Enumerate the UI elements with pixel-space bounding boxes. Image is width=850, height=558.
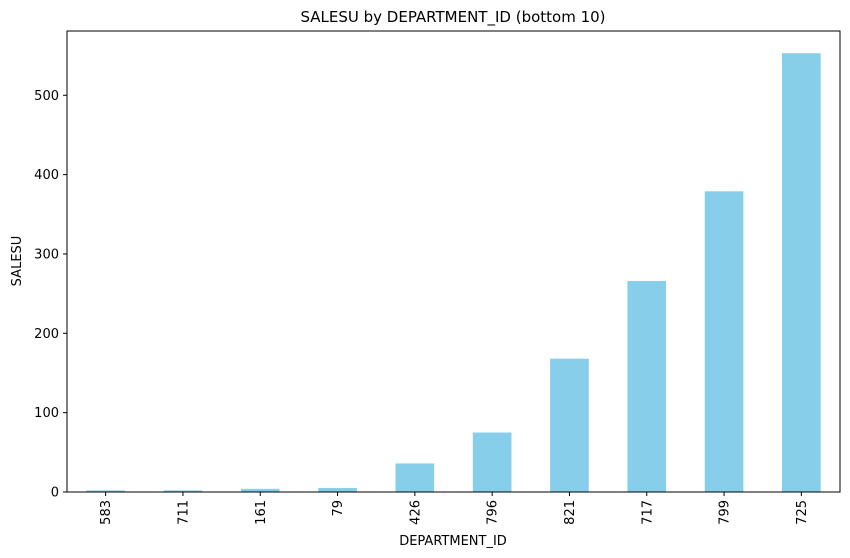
bar-79 — [318, 488, 357, 492]
bar-717 — [627, 280, 667, 492]
bar-161 — [240, 488, 280, 492]
x-tick-label: 796 — [486, 500, 501, 525]
y-axis: 0 100 200 300 400 500 — [34, 89, 67, 501]
y-tick-label: 400 — [34, 168, 59, 183]
x-tick-label: 725 — [795, 500, 810, 525]
bar-821 — [550, 358, 589, 492]
x-tick-label: 161 — [254, 500, 269, 525]
y-tick-label: 500 — [34, 89, 59, 104]
x-axis-label: DEPARTMENT_ID — [399, 534, 507, 549]
bar-799 — [704, 191, 744, 493]
x-axis: 583 711 161 79 426 796 821 717 799 725 — [99, 492, 810, 525]
y-tick-label: 200 — [34, 327, 59, 342]
x-tick-label: 583 — [99, 500, 114, 525]
x-tick-label: 799 — [718, 500, 733, 525]
x-tick-label: 821 — [563, 500, 578, 525]
bar-725 — [782, 53, 821, 493]
bar-796 — [472, 432, 512, 492]
x-tick-label: 711 — [176, 500, 191, 525]
y-axis-label: SALESU — [10, 236, 25, 287]
bar-711 — [163, 490, 203, 492]
bar-583 — [86, 490, 125, 492]
y-tick-label: 100 — [34, 406, 59, 421]
y-tick-label: 0 — [51, 486, 59, 501]
chart-title: SALESU by DEPARTMENT_ID (bottom 10) — [300, 8, 605, 27]
y-tick-label: 300 — [34, 247, 59, 262]
plot-frame — [66, 30, 841, 493]
x-tick-label: 79 — [331, 500, 346, 517]
bar-426 — [395, 463, 435, 492]
x-tick-label: 717 — [640, 500, 655, 525]
x-tick-label: 426 — [408, 500, 423, 525]
bars — [86, 53, 821, 493]
